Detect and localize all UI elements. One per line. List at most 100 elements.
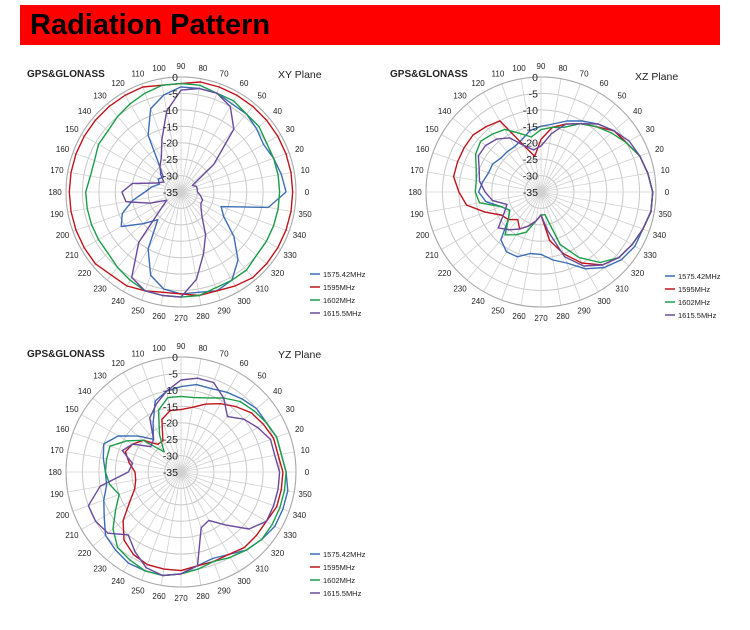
angle-label: 200 (416, 231, 430, 240)
angle-label: 250 (491, 306, 505, 315)
radial-tick-label: 0 (532, 72, 538, 84)
radial-tick-label: -25 (163, 434, 178, 446)
grid-spoke (501, 83, 542, 193)
angle-label: 10 (661, 166, 670, 175)
angle-label: 220 (438, 269, 452, 278)
angle-label: 230 (453, 285, 467, 294)
page-title: Radiation Pattern (30, 9, 271, 41)
angle-label: 90 (537, 62, 546, 71)
grid-spoke (123, 92, 182, 193)
legend-label: 1615.5MHz (323, 589, 362, 598)
angle-label: 310 (255, 285, 269, 294)
grid-spoke (427, 171, 542, 193)
angle-label: 170 (50, 166, 64, 175)
angle-label: 340 (293, 511, 307, 520)
series-line (121, 87, 235, 298)
radial-tick-label: -20 (523, 138, 538, 150)
grid-spoke (67, 471, 182, 493)
radial-tick-label: 0 (172, 352, 178, 364)
grid-spoke (106, 471, 182, 561)
grid-spoke (81, 471, 182, 530)
radial-tick-label: -20 (163, 418, 178, 430)
angle-label: 50 (258, 372, 267, 381)
angle-label: 30 (286, 405, 295, 414)
grid-spoke (180, 471, 290, 512)
angle-label: 240 (471, 297, 485, 306)
grid-spoke (540, 103, 616, 193)
grid-spoke (180, 372, 239, 473)
angle-label: 190 (410, 210, 424, 219)
legend-label: 1602MHz (323, 296, 355, 305)
angle-label: 310 (255, 565, 269, 574)
grid-spoke (180, 117, 270, 193)
series-line (87, 377, 281, 577)
angle-label: 50 (618, 92, 627, 101)
grid-spoke (160, 358, 182, 473)
radial-tick-label: -30 (523, 171, 538, 183)
angle-label: 80 (198, 344, 207, 353)
angle-label: 130 (453, 92, 467, 101)
grid-spoke (540, 191, 562, 306)
radial-tick-label: -15 (163, 121, 178, 133)
angle-label: 120 (111, 359, 125, 368)
angle-label: 20 (295, 145, 304, 154)
radial-tick-label: -20 (163, 138, 178, 150)
angle-label: 110 (132, 70, 145, 79)
angle-label: 0 (305, 188, 310, 197)
grid-spoke (180, 191, 281, 250)
angle-label: 280 (556, 312, 570, 321)
angle-label: 270 (534, 314, 548, 323)
grid-spoke (180, 152, 290, 193)
legend-label: 1602MHz (678, 298, 710, 307)
angle-label: 330 (643, 251, 657, 260)
radial-tick-label: -10 (163, 385, 178, 397)
grid-spoke (520, 78, 542, 193)
angle-label: 60 (240, 359, 249, 368)
angle-label: 0 (665, 188, 670, 197)
grid-spoke (72, 432, 182, 473)
chart-subtitle: GPS&GLONASS (390, 69, 468, 80)
legend-label: 1595MHz (678, 285, 710, 294)
angle-label: 290 (217, 306, 231, 315)
angle-label: 100 (152, 64, 166, 73)
angle-label: 70 (580, 70, 589, 79)
angle-label: 290 (577, 306, 591, 315)
angle-label: 160 (56, 425, 70, 434)
angle-label: 10 (301, 446, 310, 455)
legend-label: 1595MHz (323, 563, 355, 572)
angle-label: 320 (271, 549, 285, 558)
grid-spoke (160, 191, 182, 306)
angle-label: 350 (298, 490, 312, 499)
grid-spoke (427, 191, 542, 213)
grid-spoke (540, 152, 650, 193)
chart-title: YZ Plane (278, 349, 321, 361)
legend-label: 1615.5MHz (678, 311, 717, 320)
grid-spoke (432, 152, 542, 193)
angle-label: 40 (273, 107, 282, 116)
grid-spoke (466, 191, 542, 281)
angle-label: 150 (65, 125, 79, 134)
angle-label: 100 (152, 344, 166, 353)
grid-spoke (67, 451, 182, 473)
angle-label: 330 (283, 531, 297, 540)
grid-spoke (141, 191, 182, 301)
angle-label: 190 (50, 490, 64, 499)
radial-tick-label: -10 (163, 105, 178, 117)
angle-label: 170 (410, 166, 424, 175)
series-line (84, 82, 281, 298)
angle-label: 260 (512, 312, 526, 321)
grid-spoke (540, 191, 599, 292)
legend-label: 1615.5MHz (323, 309, 362, 318)
grid-spoke (180, 191, 239, 292)
angle-label: 260 (152, 312, 166, 321)
angle-label: 80 (558, 64, 567, 73)
angle-label: 240 (111, 297, 125, 306)
angle-label: 210 (65, 251, 79, 260)
angle-label: 100 (512, 64, 526, 73)
grid-spoke (180, 471, 281, 530)
radial-tick-label: -15 (523, 121, 538, 133)
radial-tick-label: -30 (163, 451, 178, 463)
angle-label: 0 (305, 468, 310, 477)
angle-label: 140 (438, 107, 452, 116)
grid-spoke (141, 471, 182, 581)
